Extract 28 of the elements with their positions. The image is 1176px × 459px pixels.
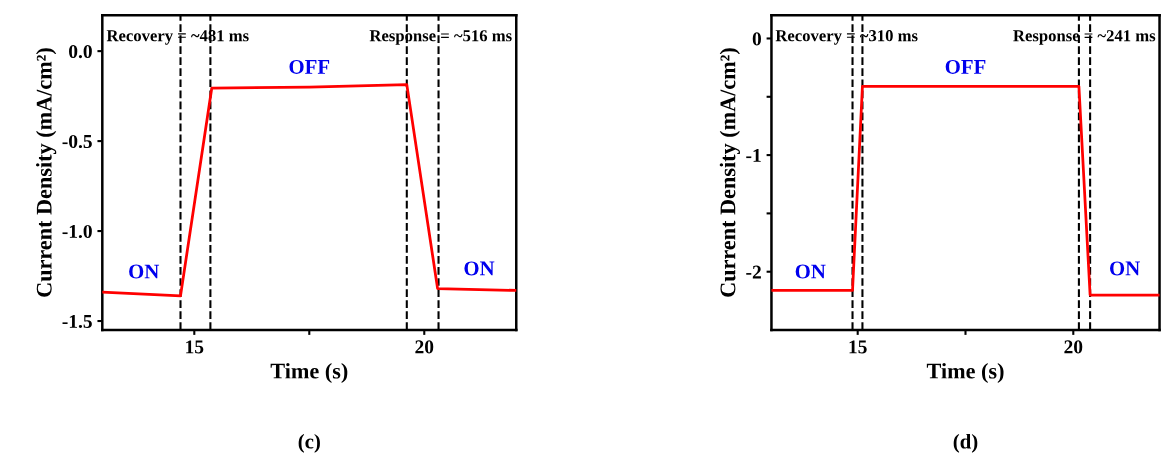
x-tick-label: 20 bbox=[1064, 340, 1083, 354]
annotation: Response = ~241 ms bbox=[1013, 30, 1156, 45]
annotation: Recovery = ~310 ms bbox=[775, 30, 918, 45]
y-tick-label: -1.5 bbox=[62, 314, 92, 329]
y-tick-label: 0.0 bbox=[69, 44, 92, 59]
y-tick-label: -0.5 bbox=[62, 134, 92, 149]
x-axis-title: Time (s) bbox=[270, 362, 348, 384]
y-tick-label: -1 bbox=[746, 149, 761, 162]
text: (d) bbox=[953, 433, 978, 453]
y-axis-title: Current Density (mA/cm²) bbox=[719, 48, 740, 297]
x-tick-label: 20 bbox=[415, 340, 434, 354]
line-series bbox=[102, 83, 517, 298]
annotation: OFF bbox=[289, 59, 330, 74]
y-tick-label: -1.0 bbox=[62, 224, 92, 239]
x-axis-title: Time (s) bbox=[926, 362, 1004, 384]
annotation: OFF bbox=[945, 59, 986, 74]
annotation: Recovery = ~481 ms bbox=[106, 30, 249, 45]
y-tick-label: -2 bbox=[746, 265, 761, 279]
x-tick-label: 15 bbox=[186, 340, 204, 354]
annotation: ON bbox=[464, 261, 495, 276]
y-tick-label: 0 bbox=[752, 32, 761, 46]
annotation: ON bbox=[1110, 261, 1140, 276]
x-tick-label: 15 bbox=[849, 340, 867, 354]
annotation: ON bbox=[795, 264, 826, 279]
annotation: Response = ~516 ms bbox=[369, 30, 512, 45]
annotation: ON bbox=[129, 264, 160, 279]
text: (c) bbox=[298, 433, 320, 453]
y-axis-title: Current Density (mA/cm²) bbox=[36, 48, 57, 297]
